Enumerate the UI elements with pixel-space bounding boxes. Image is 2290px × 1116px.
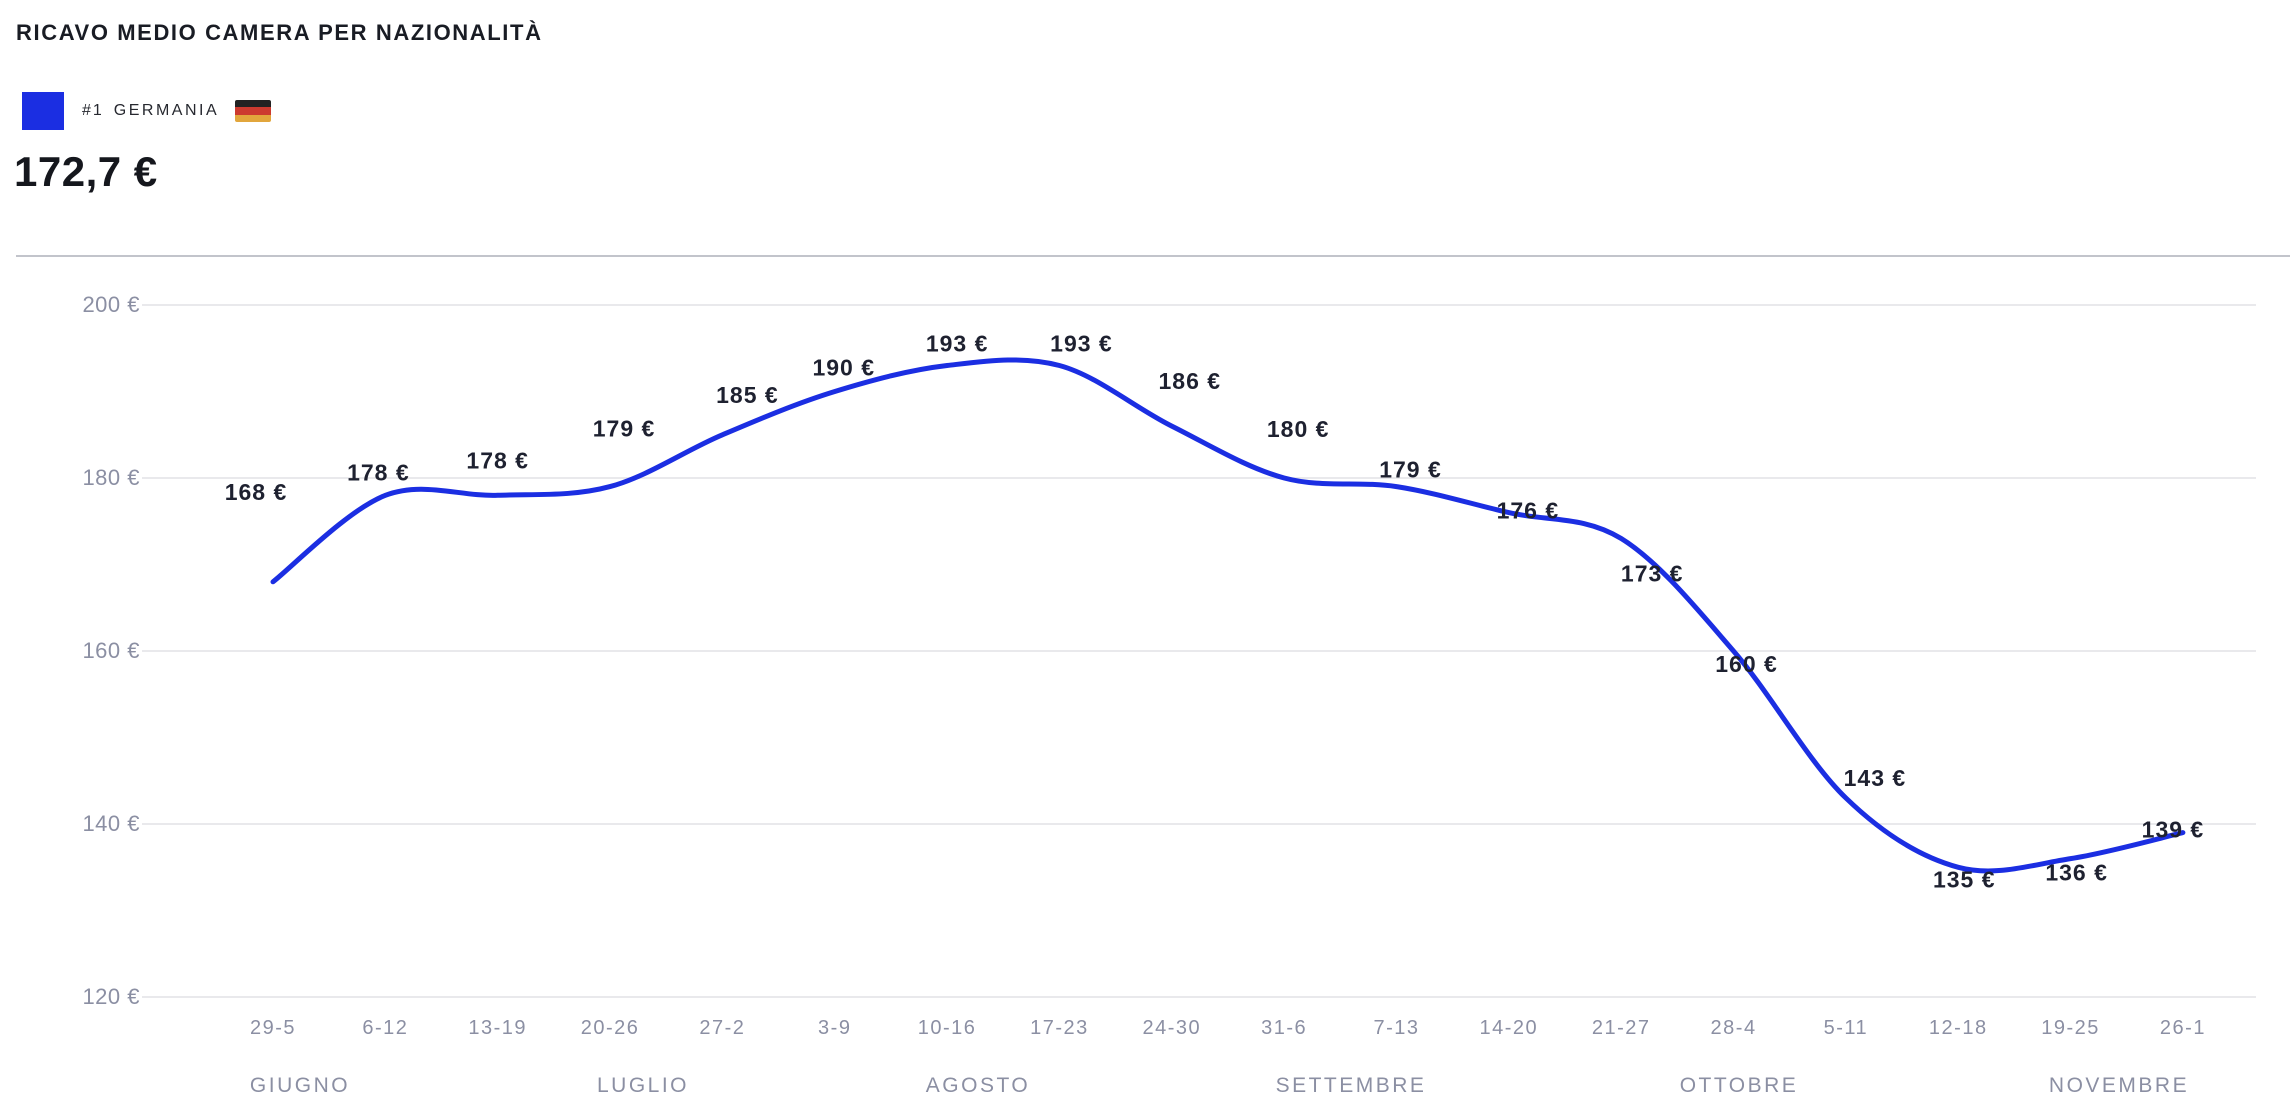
month-label: SETTEMBRE: [1276, 1074, 1427, 1097]
y-axis-tick: 160 €: [82, 638, 140, 663]
data-label: 179 €: [1379, 457, 1442, 483]
data-label: 178 €: [347, 459, 410, 485]
legend-rank-label: #1: [82, 102, 104, 119]
x-axis-tick: 6-12: [362, 1017, 408, 1039]
data-label: 135 €: [1933, 866, 1996, 892]
x-axis-tick: 29-5: [250, 1017, 296, 1039]
x-axis-tick: 28-4: [1711, 1017, 1757, 1039]
y-axis-tick: 120 €: [82, 984, 140, 1009]
germany-flag-icon: [235, 100, 272, 122]
data-label: 178 €: [466, 447, 529, 473]
data-label: 179 €: [593, 416, 656, 442]
x-axis-tick: 21-27: [1592, 1017, 1651, 1039]
legend-country-label: GERMANIA: [113, 102, 220, 119]
month-label: NOVEMBRE: [2049, 1074, 2189, 1097]
data-label: 190 €: [812, 355, 875, 381]
header-divider: [16, 255, 2290, 257]
month-label: AGOSTO: [926, 1074, 1030, 1097]
data-label: 180 €: [1267, 416, 1330, 442]
data-label: 136 €: [2045, 860, 2108, 886]
metric-value: 172,7 €: [14, 148, 158, 195]
data-label: 193 €: [926, 331, 989, 357]
month-label: OTTOBRE: [1680, 1074, 1799, 1097]
x-axis-tick: 14-20: [1480, 1017, 1539, 1039]
data-label: 193 €: [1050, 331, 1113, 357]
line-chart: 200 € 180 € 160 € 140 € 120 € 29-5 6-12 13-19 20…: [82, 292, 2256, 1097]
x-axis-tick: 3-9: [818, 1017, 851, 1039]
month-label: LUGLIO: [597, 1074, 689, 1097]
x-axis-tick: 12-18: [1929, 1017, 1988, 1039]
x-axis-tick: 27-2: [699, 1017, 745, 1039]
data-label: 186 €: [1159, 368, 1222, 394]
month-label: GIUGNO: [250, 1074, 350, 1097]
x-axis-tick: 17-23: [1030, 1017, 1089, 1039]
x-axis-tick: 10-16: [918, 1017, 977, 1039]
data-label: 185 €: [716, 382, 779, 408]
x-axis-tick: 31-6: [1261, 1017, 1307, 1039]
data-label: 143 €: [1844, 765, 1907, 791]
y-axis-tick: 200 €: [82, 292, 140, 317]
data-label: 139 €: [2142, 817, 2205, 843]
data-label: 176 €: [1497, 498, 1560, 524]
data-label: 168 €: [225, 479, 288, 505]
x-axis-tick: 13-19: [468, 1017, 527, 1039]
x-axis-tick: 24-30: [1142, 1017, 1201, 1039]
data-label: 173 €: [1621, 561, 1684, 587]
x-axis-tick: 26-1: [2160, 1017, 2206, 1039]
page-title: RICAVO MEDIO CAMERA PER NAZIONALITÀ: [16, 20, 543, 45]
legend-color-swatch: [22, 92, 64, 130]
x-axis-tick: 20-26: [581, 1017, 640, 1039]
data-label: 160 €: [1715, 651, 1778, 677]
series-line-germania: [270, 357, 2186, 874]
x-axis-tick: 5-11: [1824, 1017, 1869, 1039]
y-axis-tick: 180 €: [82, 465, 140, 490]
y-axis-tick: 140 €: [82, 811, 140, 836]
x-axis-tick: 19-25: [2041, 1017, 2100, 1039]
legend[interactable]: #1 GERMANIA: [22, 92, 272, 130]
x-axis-tick: 7-13: [1373, 1017, 1419, 1039]
